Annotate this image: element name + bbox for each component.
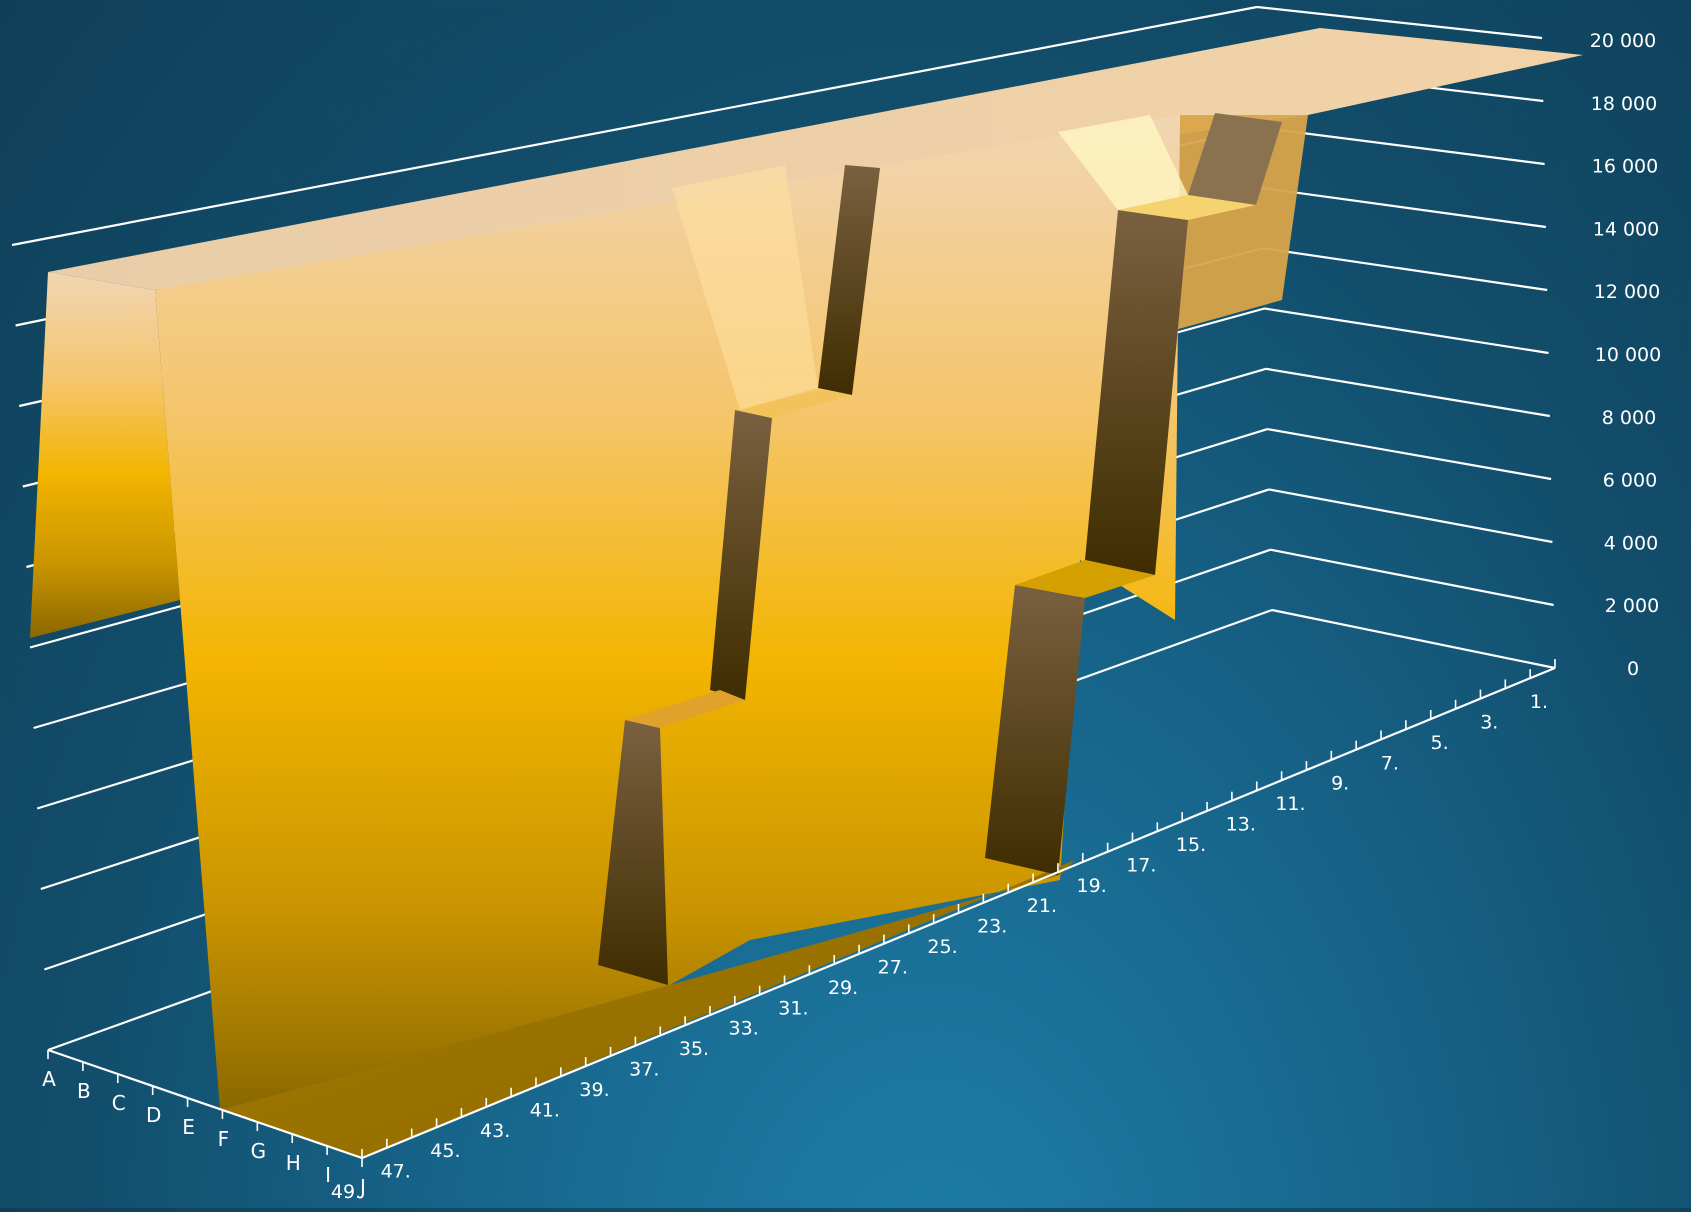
z-gridline-right [1271, 608, 1556, 670]
surface-step-top-4 [1118, 195, 1256, 220]
z-tick-label: 18 000 [1591, 93, 1657, 115]
surface-highlight-2 [1058, 115, 1188, 210]
y-tick-label: 15. [1176, 834, 1206, 856]
z-gridline-right [1268, 488, 1553, 544]
x-axis-line [47, 1048, 363, 1160]
z-gridline-right [1259, 126, 1545, 166]
y-tick-label: 35. [679, 1038, 709, 1060]
x-tick-label: B [77, 1079, 91, 1103]
z-tick-label: 10 000 [1595, 344, 1661, 366]
x-tick-label: E [182, 1115, 195, 1139]
z-tick-label: 4 000 [1604, 532, 1658, 554]
axes [47, 659, 1556, 1167]
surface [30, 28, 1583, 1158]
z-gridline-right [1261, 186, 1547, 229]
surface-step-shadow-6 [1188, 113, 1282, 205]
z-tick-label: 8 000 [1602, 407, 1656, 429]
surface-left-slab [30, 272, 180, 638]
surface-step-top-2 [735, 390, 852, 418]
y-tick-label: 33. [729, 1018, 759, 1040]
y-tick-label: 11. [1275, 793, 1305, 815]
surface-step-shadow-3 [818, 165, 880, 395]
surface-top-plateau [48, 28, 1583, 290]
z-gridline-left [11, 5, 1258, 247]
surface-step-shadow-5 [1085, 210, 1188, 575]
y-tick-label: 27. [878, 956, 908, 978]
z-gridline-right [1262, 247, 1548, 292]
x-tick-label: F [218, 1127, 230, 1151]
z-gridline-right [1264, 307, 1549, 355]
z-tick-label: 0 [1627, 658, 1639, 680]
y-tick-label: 25. [927, 936, 957, 958]
y-tick-label: 19. [1077, 875, 1107, 897]
y-tick-label: 37. [629, 1059, 659, 1081]
surface-step-shadow-2 [710, 410, 772, 700]
z-gridline-right [1265, 367, 1550, 418]
surface-floor [220, 860, 1075, 1158]
y-axis-labels: 1. 3. 5. 7. 9. 11. 13. 15. 17. 19. 21. 23. 25. 27. 29.… [331, 691, 1548, 1203]
surface-step-top-3 [1015, 560, 1155, 598]
z-tick-label: 6 000 [1603, 470, 1657, 492]
z-tick-label: 12 000 [1594, 281, 1660, 303]
x-tick-label: H [286, 1151, 301, 1175]
z-tick-label: 16 000 [1592, 156, 1658, 178]
y-tick-label: 47. [381, 1161, 411, 1183]
y-tick-label: 9. [1331, 773, 1349, 795]
surface-step-shadow-1 [598, 720, 668, 985]
z-gridline-right [1267, 428, 1552, 481]
y-tick-label: 5. [1431, 732, 1449, 754]
x-tick-label: G [251, 1139, 267, 1163]
x-tick-label: I [325, 1163, 331, 1187]
y-tick-label: 21. [1027, 895, 1057, 917]
z-tick-label: 20 000 [1590, 30, 1656, 52]
y-tick-label: 39. [579, 1079, 609, 1101]
surface-step-shadow-4 [985, 585, 1085, 875]
y-tick-label: 23. [977, 916, 1007, 938]
x-tick-label: J [358, 1175, 366, 1199]
surface-main-face [155, 115, 1180, 1110]
x-tick-label: D [146, 1103, 161, 1127]
y-tick-label: 49. [331, 1181, 361, 1203]
y-tick-label: 7. [1381, 752, 1399, 774]
y-tick-label: 43. [480, 1120, 510, 1142]
y-tick-label: 3. [1480, 711, 1498, 733]
x-tick-label: C [112, 1091, 126, 1115]
surface-step-top-1 [625, 690, 745, 728]
x-tick-label: A [42, 1067, 56, 1091]
z-gridline-right [1270, 548, 1554, 607]
y-tick-label: 31. [778, 997, 808, 1019]
y-tick-label: 45. [430, 1140, 460, 1162]
y-tick-label: 29. [828, 977, 858, 999]
z-gridline-right [1256, 5, 1543, 40]
z-tick-label: 14 000 [1593, 218, 1659, 240]
y-tick-label: 41. [530, 1099, 560, 1121]
z-tick-label: 2 000 [1605, 595, 1659, 617]
y-tick-label: 1. [1530, 691, 1548, 713]
surface-highlight-1 [672, 165, 818, 410]
y-tick-label: 13. [1226, 814, 1256, 836]
y-tick-label: 17. [1126, 854, 1156, 876]
z-axis-labels: 0 2 000 4 000 6 000 8 000 10 000 12 000 14 000 1… [1590, 30, 1661, 680]
